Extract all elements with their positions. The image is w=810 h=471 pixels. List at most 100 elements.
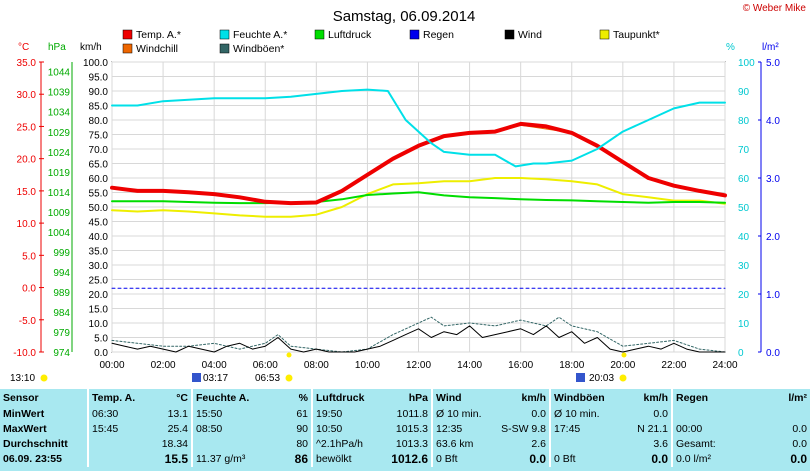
sun-moon-markers: 13:10 03:17 06:53 20:03: [10, 352, 627, 384]
press-tick: 1039: [48, 88, 71, 99]
stats-header-wind-unit: km/h: [521, 391, 546, 404]
press-tick: 1024: [48, 148, 71, 159]
stats-now-temp-time: [87, 452, 140, 467]
wind-tick: 5.0: [94, 334, 108, 345]
stats-min-label: MinWert: [3, 408, 45, 420]
legend-swatch-1: [219, 29, 230, 40]
press-tick: 1034: [48, 108, 71, 119]
hum-tick: 70: [738, 145, 750, 156]
stats-avg-gust-value: 3.6: [653, 438, 668, 450]
series-group: [110, 88, 727, 353]
press-tick: 999: [53, 248, 70, 259]
stats-now-abs-humidity: 11.37 g/m³: [191, 452, 264, 467]
stats-now-wind-bft: 0 Bft: [431, 452, 496, 467]
stats-avg-temp-value: 18.34: [161, 438, 188, 450]
temp-tick: -5.0: [19, 316, 37, 327]
legend-swatch-0: [122, 29, 133, 40]
rain-tick: 0.0: [766, 348, 780, 359]
stats-avg-temp-time: [87, 437, 140, 452]
stats-header-hum-unit: %: [298, 391, 308, 404]
moon-icon: [40, 374, 48, 382]
rain-axis-unit: l/m²: [762, 42, 779, 53]
stats-avg-hum-value: 80: [296, 438, 308, 450]
stats-min-press-value: 1011.8: [396, 408, 428, 420]
stats-row-max: MaxWert 15:45 25.4 08:50 90 10:50 1015.3…: [0, 422, 810, 437]
wind-tick: 40.0: [89, 232, 109, 243]
wind-tick: 55.0: [89, 189, 109, 200]
temp-tick: 30.0: [17, 90, 37, 101]
stats-max-hum-time: 08:50: [191, 422, 264, 437]
chart-title: Samstag, 06.09.2014: [333, 8, 476, 25]
stats-avg-wind-distance: 63.6 km: [431, 437, 496, 452]
stats-min-gust-value: 0.0: [653, 408, 668, 420]
credit-label: © Weber Mike: [743, 3, 807, 14]
rain-tick: 3.0: [766, 174, 780, 185]
stats-min-temp-time: 06:30: [87, 407, 140, 422]
press-tick: 1014: [48, 188, 71, 199]
time-tick: 10:00: [355, 360, 380, 371]
stats-now-label: 06.09. 23:55: [3, 453, 62, 465]
series-line-0: [110, 121, 727, 206]
stats-min-wind-value: 0.0: [531, 408, 546, 420]
wind-tick: 0.0: [94, 348, 108, 359]
hum-tick: 100: [738, 58, 755, 69]
legend-swatch-5: [599, 29, 610, 40]
sunset-moon-icon: [576, 373, 585, 382]
time-tick: 16:00: [508, 360, 533, 371]
wind-tick: 95.0: [89, 73, 109, 84]
press-tick: 984: [53, 308, 70, 319]
wind-tick: 90.0: [89, 87, 109, 98]
stats-avg-hum-time: [191, 437, 264, 452]
time-tick: 12:00: [406, 360, 431, 371]
stats-avg-gust-time: [549, 437, 616, 452]
hum-tick: 50: [738, 203, 750, 214]
temp-tick: 20.0: [17, 155, 37, 166]
stats-max-gust-time: 17:45: [549, 422, 616, 437]
time-tick: 24:00: [712, 360, 737, 371]
hum-tick: 10: [738, 319, 750, 330]
stats-header-temp-unit: °C: [176, 391, 188, 404]
hum-tick: 30: [738, 261, 750, 272]
sunset-sun-icon: [619, 374, 627, 382]
legend: Temp. A.* Feuchte A.* Luftdruck Regen Wind Ta…: [122, 29, 660, 55]
wind-tick: 10.0: [89, 319, 109, 330]
temp-tick: 0.0: [22, 284, 36, 295]
stats-now-gust-bft: 0 Bft: [549, 452, 616, 467]
rain-tick: 4.0: [766, 116, 780, 127]
legend-label-3: Regen: [423, 29, 454, 41]
sunrise-label: 06:53: [255, 373, 280, 384]
stats-row-current: 06.09. 23:55 15.5 11.37 g/m³ 86 bewölkt …: [0, 452, 810, 467]
stats-min-wind-time: Ø 10 min.: [431, 407, 496, 422]
press-tick: 1019: [48, 168, 71, 179]
stats-header-rain-unit: l/m²: [788, 391, 807, 404]
time-tick: 18:00: [559, 360, 584, 371]
sunrise-axis-marker: [286, 352, 292, 358]
legend-label-6: Windchill: [136, 43, 178, 55]
stats-now-wind-value: 0.0: [529, 452, 546, 466]
wind-tick: 75.0: [89, 131, 109, 142]
wind-tick: 60.0: [89, 174, 109, 185]
stats-header-gust: Windböen: [549, 389, 616, 407]
hum-tick: 0: [738, 348, 744, 359]
press-tick: 979: [53, 328, 70, 339]
time-tick: 08:00: [304, 360, 329, 371]
stats-max-wind-time: 12:35: [431, 422, 496, 437]
legend-swatch-2: [314, 29, 325, 40]
wind-tick: 30.0: [89, 261, 109, 272]
stats-header-hum: Feuchte A.: [191, 389, 264, 407]
wind-tick: 100.0: [83, 58, 108, 69]
series-line-2: [111, 88, 726, 168]
temp-tick: 25.0: [17, 122, 37, 133]
stats-min-temp-value: 13.1: [167, 408, 188, 420]
press-tick: 994: [53, 268, 70, 279]
stats-max-wind-value: S-SW 9.8: [501, 423, 546, 435]
sunset-axis-marker: [621, 352, 627, 358]
legend-swatch-6: [122, 43, 133, 54]
rain-tick: 5.0: [766, 58, 780, 69]
series-line-7: [111, 316, 726, 353]
stats-header-sensor: Sensor: [3, 391, 39, 404]
legend-label-7: Windböen*: [233, 43, 284, 55]
temp-tick: 15.0: [17, 187, 37, 198]
series-line-3: [111, 177, 726, 218]
